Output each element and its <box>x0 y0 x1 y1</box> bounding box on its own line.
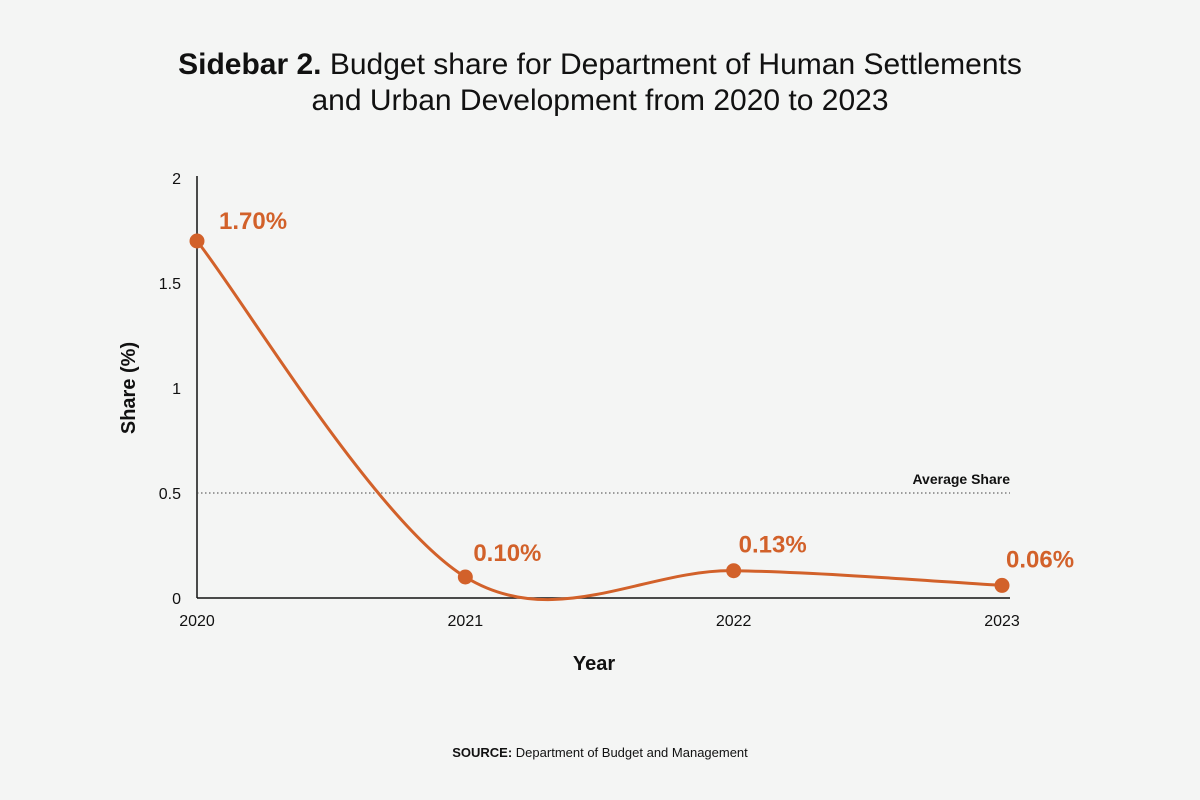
data-point <box>189 233 205 249</box>
source-text: Department of Budget and Management <box>515 745 748 760</box>
data-label: 1.70% <box>219 208 287 235</box>
data-label: 0.06% <box>1006 546 1074 573</box>
data-label: 0.13% <box>739 532 807 559</box>
x-tick-label: 2023 <box>984 613 1020 630</box>
x-tick-label: 2022 <box>716 613 752 630</box>
series-line <box>195 240 1003 601</box>
source-note: SOURCE: Department of Budget and Managem… <box>0 745 1200 760</box>
title-line-1: Sidebar 2. Budget share for Department o… <box>0 47 1200 83</box>
title-prefix: Sidebar 2. <box>178 48 322 81</box>
y-tick-label: 1 <box>172 381 181 398</box>
data-point <box>994 577 1010 593</box>
y-tick-label: 2 <box>172 171 181 188</box>
source-label: SOURCE: <box>452 745 513 760</box>
data-point <box>726 563 742 579</box>
title-text-1: Budget share for Department of Human Set… <box>329 48 1022 81</box>
y-tick-label: 0 <box>172 591 181 608</box>
y-axis-title: Share (%) <box>118 342 140 434</box>
average-share-label: Average Share <box>912 471 1010 487</box>
chart-title: Sidebar 2. Budget share for Department o… <box>0 47 1200 119</box>
y-tick-label: 0.5 <box>159 486 181 503</box>
data-label: 0.10% <box>473 540 541 567</box>
x-tick-label: 2021 <box>448 613 484 630</box>
title-line-2: and Urban Development from 2020 to 2023 <box>311 84 889 117</box>
x-tick-label: 2020 <box>179 613 215 630</box>
data-point <box>457 569 473 585</box>
y-tick-label: 1.5 <box>159 276 181 293</box>
x-axis-title: Year <box>573 653 615 675</box>
